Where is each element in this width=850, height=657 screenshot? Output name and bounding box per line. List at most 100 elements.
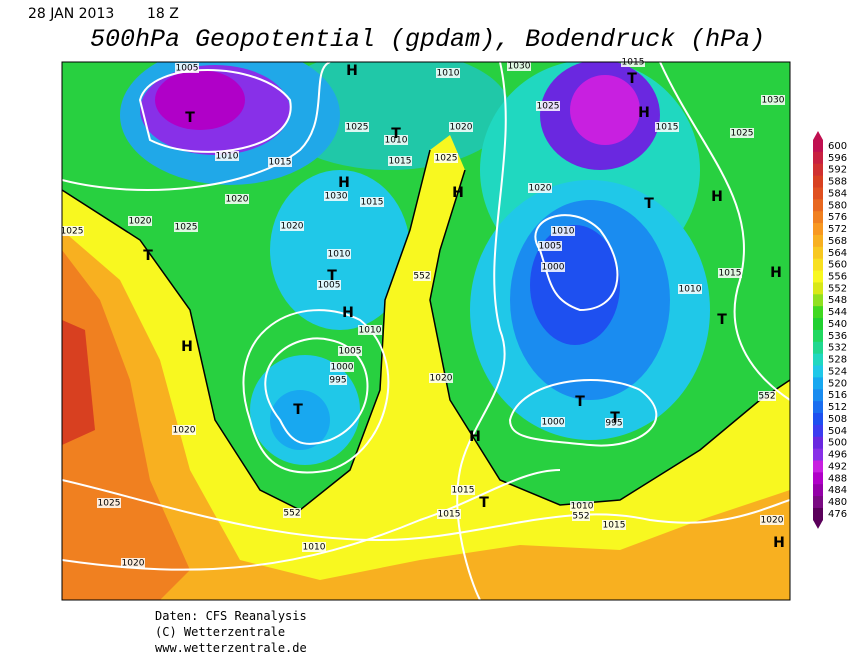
colorbar-segment bbox=[813, 187, 823, 200]
isobar bbox=[508, 379, 658, 447]
label-box bbox=[121, 558, 145, 568]
colorbar-segment bbox=[813, 329, 823, 343]
isobar bbox=[242, 309, 390, 474]
colorbar-segment bbox=[813, 496, 823, 509]
label-box bbox=[541, 262, 565, 272]
field bbox=[155, 70, 245, 130]
date: 28 JAN 2013 bbox=[28, 6, 114, 22]
colorbar-segment bbox=[813, 472, 823, 485]
colorbar-segment bbox=[813, 270, 823, 283]
isobar-label: 1005 bbox=[318, 281, 341, 291]
colorbar-label: 568 bbox=[828, 236, 847, 247]
label-box bbox=[280, 221, 304, 231]
isobar-label: 1015 bbox=[389, 157, 412, 167]
colorbar-segment bbox=[813, 436, 823, 450]
pressure-center: T bbox=[644, 196, 654, 212]
isobar-label: 552 bbox=[572, 512, 589, 522]
colorbar-segment bbox=[813, 353, 823, 367]
colorbar-label: 572 bbox=[828, 224, 847, 235]
isobar-label: 552 bbox=[758, 392, 775, 402]
colorbar-label: 476 bbox=[828, 509, 847, 520]
label-box bbox=[358, 325, 382, 335]
label-box bbox=[172, 425, 196, 435]
label-box bbox=[760, 515, 784, 525]
colorbar-segment bbox=[813, 246, 823, 260]
isobar-label: 1000 bbox=[542, 263, 565, 273]
colorbar-segment bbox=[813, 484, 823, 497]
colorbar-segment bbox=[813, 318, 823, 331]
label-box bbox=[718, 268, 742, 278]
colorbar-label: 508 bbox=[828, 414, 847, 425]
label-box bbox=[538, 241, 562, 251]
colorbar-label: 504 bbox=[828, 426, 847, 437]
colorbar-segment bbox=[813, 151, 823, 165]
isobar bbox=[138, 69, 292, 153]
isobar-label: 1030 bbox=[325, 192, 348, 202]
isobar-label: 1005 bbox=[176, 64, 199, 74]
colorbar-label: 536 bbox=[828, 331, 847, 342]
field bbox=[62, 250, 190, 600]
label-box bbox=[128, 216, 152, 226]
isobar-label: 1010 bbox=[328, 250, 351, 260]
label-box bbox=[434, 153, 458, 163]
isobar-label: 1020 bbox=[122, 559, 145, 569]
label-box bbox=[225, 194, 249, 204]
label-box bbox=[602, 520, 626, 530]
label-box bbox=[215, 151, 239, 161]
colorbar-segment bbox=[813, 341, 823, 355]
pressure-center: H bbox=[338, 175, 350, 191]
isobar-label: 1025 bbox=[61, 227, 84, 237]
isobar-label: 1020 bbox=[226, 195, 249, 205]
label-box bbox=[360, 197, 384, 207]
isobar bbox=[659, 62, 790, 401]
label-box bbox=[97, 498, 121, 508]
isobar-label: 1015 bbox=[719, 269, 742, 279]
colorbar-segment bbox=[813, 424, 823, 438]
isobar-label: 552 bbox=[413, 272, 430, 282]
isobar bbox=[62, 469, 561, 571]
colorbar-label: 552 bbox=[828, 283, 847, 294]
colorbar-label: 556 bbox=[828, 272, 847, 283]
pressure-center: T bbox=[143, 248, 153, 264]
isobar-label: 1020 bbox=[129, 217, 152, 227]
colorbar-segment bbox=[813, 460, 823, 473]
field bbox=[62, 135, 790, 600]
colorbar-segment bbox=[813, 282, 823, 295]
field bbox=[270, 390, 330, 450]
isobar bbox=[534, 214, 619, 312]
label-box bbox=[317, 280, 341, 290]
label-box bbox=[570, 501, 594, 511]
pressure-center: T bbox=[479, 495, 489, 511]
isobar-label: 1010 bbox=[552, 227, 575, 237]
colorbar-segment bbox=[813, 401, 823, 414]
colorbar-segment bbox=[813, 413, 823, 426]
colorbar-label: 488 bbox=[828, 473, 847, 484]
colorbar-label: 600 bbox=[828, 141, 847, 152]
pressure-center: T bbox=[627, 71, 637, 87]
colorbar-label: 528 bbox=[828, 355, 847, 366]
label-box bbox=[324, 191, 348, 201]
isobar-label: 1000 bbox=[331, 363, 354, 373]
colorbar-label: 580 bbox=[828, 200, 847, 211]
pressure-center: H bbox=[711, 189, 723, 205]
colorbar-label: 548 bbox=[828, 295, 847, 306]
pressure-center: T bbox=[610, 410, 620, 426]
label-box bbox=[449, 122, 473, 132]
colorbar-label: 492 bbox=[828, 461, 847, 472]
colorbar-label: 596 bbox=[828, 153, 847, 164]
colorbar-label: 532 bbox=[828, 343, 847, 354]
isobar-label: 1015 bbox=[603, 521, 626, 531]
colorbar-segment bbox=[813, 211, 823, 224]
isobar-label: 1020 bbox=[430, 374, 453, 384]
isobar-label: 1020 bbox=[761, 516, 784, 526]
label-box bbox=[429, 373, 453, 383]
label-box bbox=[730, 128, 754, 138]
isobar-label: 1020 bbox=[450, 123, 473, 133]
colorbar-segment bbox=[813, 389, 823, 402]
colorbar-segment bbox=[813, 175, 823, 188]
isobar-label: 1005 bbox=[539, 242, 562, 252]
isobar bbox=[264, 337, 369, 445]
isobar-label: 1010 bbox=[359, 326, 382, 336]
